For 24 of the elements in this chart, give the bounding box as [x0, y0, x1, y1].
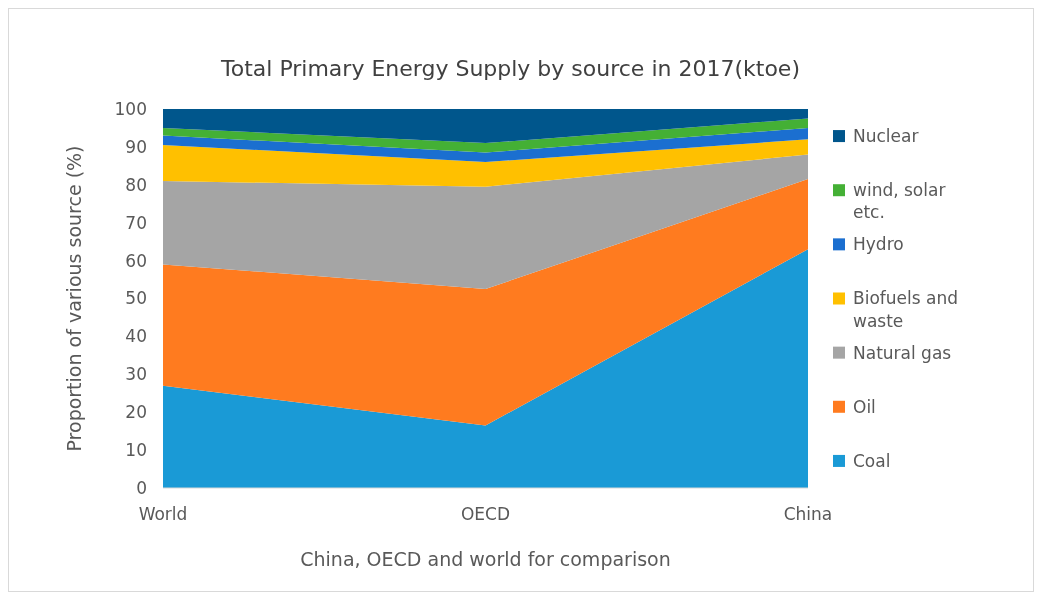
y-tick-label: 70: [125, 212, 147, 233]
y-tick-label: 90: [125, 136, 147, 157]
y-tick-label: 10: [125, 440, 147, 461]
x-axis-title: China, OECD and world for comparison: [300, 548, 671, 570]
y-tick-label: 100: [114, 98, 147, 119]
y-tick-label: 80: [125, 174, 147, 195]
y-tick-label: 30: [125, 364, 147, 385]
y-axis-title: Proportion of various source (%): [63, 145, 85, 452]
legend-label: wind, solar etc.: [853, 180, 946, 223]
legend-label: Coal: [853, 450, 891, 471]
y-tick-label: 0: [136, 477, 147, 498]
y-tick-label: 20: [125, 402, 147, 423]
x-tick-label: China: [783, 504, 833, 524]
legend-label: Natural gas: [853, 342, 952, 363]
y-tick-label: 40: [125, 326, 147, 347]
legend-label: Oil: [853, 396, 876, 417]
y-tick-label: 60: [125, 250, 147, 271]
x-tick-label: OECD: [460, 504, 511, 524]
x-tick-label: World: [138, 504, 188, 524]
legend-label: Nuclear: [853, 126, 919, 147]
y-tick-label: 50: [125, 288, 147, 309]
legend-label: Biofuels and waste: [853, 288, 958, 331]
chart-title: Total Primary Energy Supply by source in 2017(ktoe): [220, 56, 800, 81]
legend-label: Hydro: [853, 234, 904, 255]
